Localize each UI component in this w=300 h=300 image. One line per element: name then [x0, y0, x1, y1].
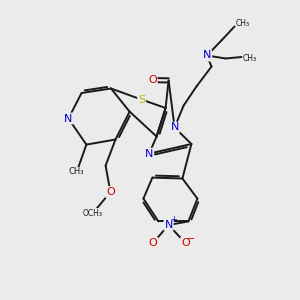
Text: O: O [181, 238, 190, 248]
Text: CH₃: CH₃ [243, 54, 257, 63]
Text: +: + [171, 215, 177, 224]
Text: CH₃: CH₃ [236, 20, 250, 28]
Text: OCH₃: OCH₃ [82, 208, 102, 217]
Text: N: N [145, 148, 153, 159]
Text: S: S [138, 94, 145, 105]
Text: N: N [64, 113, 73, 124]
Text: −: − [187, 234, 196, 244]
Text: O: O [148, 238, 158, 248]
Text: CH₃: CH₃ [68, 167, 84, 176]
Text: N: N [203, 50, 211, 61]
Text: O: O [106, 187, 115, 197]
Text: O: O [148, 75, 157, 85]
Text: N: N [164, 220, 173, 230]
Text: N: N [170, 122, 179, 133]
